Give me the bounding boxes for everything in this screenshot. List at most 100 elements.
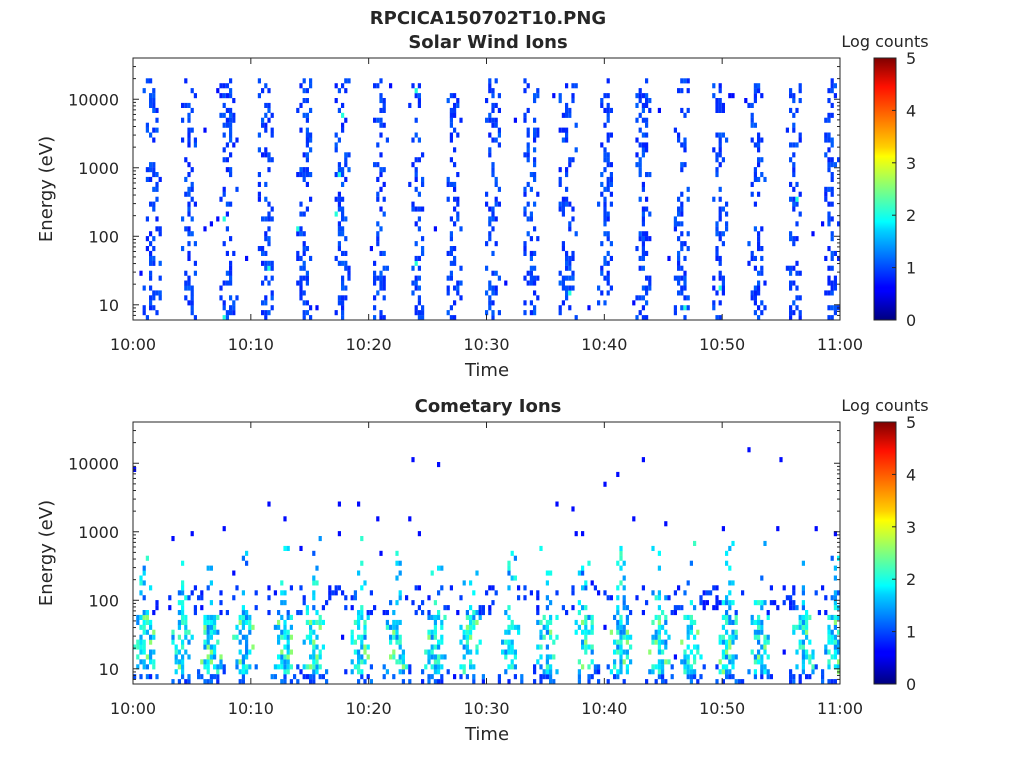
- heatmap-cell: [443, 605, 447, 611]
- heatmap-cell: [453, 186, 457, 192]
- heatmap-cell: [299, 285, 303, 291]
- heatmap-cell: [833, 275, 837, 281]
- heatmap-cell: [453, 206, 457, 212]
- heatmap-cell: [526, 181, 530, 187]
- heatmap-cell: [792, 265, 796, 271]
- heatmap-cell: [379, 285, 383, 291]
- heatmap-cell: [760, 255, 764, 261]
- heatmap-cell: [811, 664, 815, 670]
- heatmap-cell: [465, 674, 469, 680]
- heatmap-cell: [568, 305, 572, 311]
- heatmap-cell: [187, 250, 191, 256]
- heatmap-cell: [792, 679, 796, 684]
- heatmap-cell: [312, 595, 316, 601]
- heatmap-cell: [219, 196, 223, 202]
- heatmap-cell: [286, 654, 290, 660]
- heatmap-cell: [622, 595, 626, 601]
- heatmap-cell: [139, 674, 143, 680]
- heatmap-cell: [149, 201, 153, 207]
- heatmap-cell: [645, 142, 649, 148]
- heatmap-cell: [248, 664, 252, 670]
- heatmap-cell: [465, 634, 469, 640]
- heatmap-cell: [133, 674, 137, 680]
- heatmap-cell: [731, 639, 735, 645]
- heatmap-cell: [152, 649, 156, 655]
- heatmap-cell: [417, 83, 421, 89]
- heatmap-cell: [606, 595, 610, 601]
- heatmap-cell: [241, 659, 245, 665]
- heatmap-cell: [312, 619, 316, 625]
- heatmap-cell: [693, 659, 697, 665]
- heatmap-cell: [533, 305, 537, 311]
- heatmap-cell: [795, 221, 799, 227]
- heatmap-cell: [654, 629, 658, 635]
- heatmap-cell: [145, 167, 149, 173]
- heatmap-cell: [715, 595, 719, 601]
- heatmap-cell: [341, 590, 345, 596]
- heatmap-cell: [459, 624, 463, 630]
- heatmap-cell: [683, 659, 687, 665]
- heatmap-cell: [689, 669, 693, 675]
- heatmap-cell: [657, 624, 661, 630]
- heatmap-cell: [321, 619, 325, 625]
- heatmap-cell: [728, 674, 732, 680]
- heatmap-cell: [753, 167, 757, 173]
- heatmap-cell: [833, 639, 837, 645]
- heatmap-cell: [536, 275, 540, 281]
- heatmap-cell: [360, 674, 364, 680]
- heatmap-cell: [222, 83, 226, 89]
- heatmap-cell: [232, 305, 236, 311]
- heatmap-cell: [603, 231, 607, 237]
- heatmap-cell: [267, 88, 271, 94]
- heatmap-cell: [187, 191, 191, 197]
- heatmap-cell: [389, 600, 393, 606]
- heatmap-cell: [808, 639, 812, 645]
- heatmap-cell: [315, 654, 319, 660]
- heatmap-cell: [382, 280, 386, 286]
- heatmap-cell: [152, 127, 156, 133]
- heatmap-cell: [523, 246, 527, 252]
- heatmap-cell: [264, 196, 268, 202]
- heatmap-cell: [241, 605, 245, 611]
- heatmap-cell: [206, 659, 210, 665]
- heatmap-cell: [600, 191, 604, 197]
- heatmap-cell: [833, 280, 837, 286]
- heatmap-cell: [152, 201, 156, 207]
- heatmap-cell: [453, 127, 457, 133]
- heatmap-cell: [718, 634, 722, 640]
- heatmap-cell: [792, 112, 796, 118]
- heatmap-cell: [641, 265, 645, 271]
- heatmap-cell: [712, 275, 716, 281]
- heatmap-cell: [206, 614, 210, 620]
- heatmap-cell: [424, 649, 428, 655]
- heatmap-cell: [491, 167, 495, 173]
- heatmap-cell: [785, 127, 789, 133]
- heatmap-cell: [677, 260, 681, 266]
- heatmap-cell: [526, 280, 530, 286]
- heatmap-cell: [728, 654, 732, 660]
- heatmap-cell: [267, 585, 271, 591]
- heatmap-cell: [309, 654, 313, 660]
- heatmap-cell: [552, 93, 556, 99]
- heatmap-cell: [485, 290, 489, 296]
- heatmap-cell: [245, 649, 249, 655]
- heatmap-cell: [606, 107, 610, 113]
- colorbar-tick-label: 0: [906, 311, 916, 330]
- heatmap-cell: [190, 310, 194, 316]
- heatmap-cell: [389, 83, 393, 89]
- heatmap-cell: [590, 649, 594, 655]
- heatmap-cell: [341, 122, 345, 128]
- heatmap-cell: [344, 117, 348, 123]
- heatmap-cell: [622, 605, 626, 611]
- heatmap-cell: [209, 674, 213, 680]
- heatmap-cell: [491, 285, 495, 291]
- heatmap-cell: [206, 629, 210, 635]
- heatmap-cell: [510, 639, 514, 645]
- heatmap-cell: [760, 674, 764, 680]
- heatmap-cell: [616, 629, 620, 635]
- heatmap-cell: [830, 186, 834, 192]
- heatmap-cell: [440, 585, 444, 591]
- heatmap-cell: [763, 600, 767, 606]
- heatmap-cell: [414, 585, 418, 591]
